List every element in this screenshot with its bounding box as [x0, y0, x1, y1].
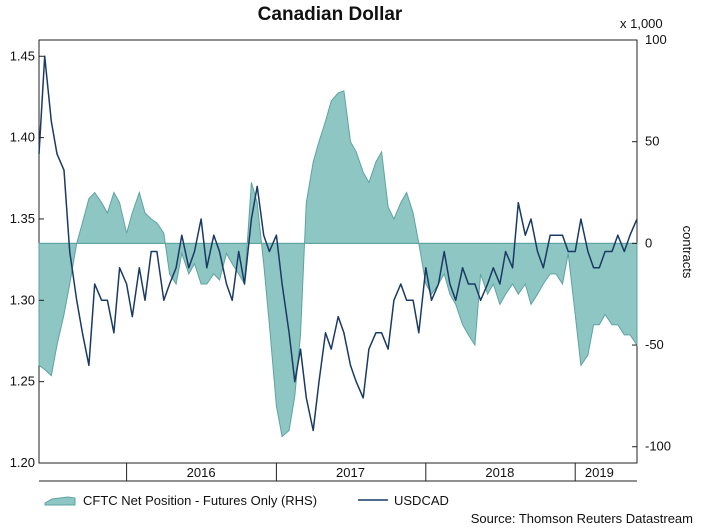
line-layer [38, 55, 638, 432]
x-tick-label: 2018 [485, 465, 514, 480]
x-tick-label: 2016 [187, 465, 216, 480]
source-note: Source: Thomson Reuters Datastream [470, 511, 693, 526]
left-tick-label: 1.25 [10, 374, 35, 389]
left-tick-label: 1.40 [10, 130, 35, 145]
legend-area-swatch [44, 496, 76, 506]
chart-title: Canadian Dollar [257, 4, 403, 25]
right-tick-label: 50 [645, 134, 659, 149]
series-usdcad-line [38, 55, 638, 432]
series-cftc-area [38, 90, 638, 438]
right-tick-label: 100 [645, 32, 667, 47]
left-tick-label: 1.20 [10, 455, 35, 470]
axis-layer: 1.20 1.25 1.30 1.35 1.40 1.45 -100 -50 0 50 100 201… [10, 32, 671, 482]
right-tick-label: 0 [645, 235, 652, 250]
right-axis-label: contracts [680, 226, 695, 279]
left-tick-label: 1.30 [10, 292, 35, 307]
x-tick-label: 2019 [585, 465, 614, 480]
legend-label-usdcad: USDCAD [394, 493, 449, 508]
right-tick-label: -50 [645, 337, 664, 352]
right-axis-units: x 1,000 [620, 16, 663, 31]
legend-label-cftc: CFTC Net Position - Futures Only (RHS) [83, 493, 317, 508]
left-tick-label: 1.45 [10, 48, 35, 63]
left-tick-label: 1.35 [10, 211, 35, 226]
x-tick-label: 2017 [336, 465, 365, 480]
right-tick-label: -100 [645, 439, 671, 454]
legend: CFTC Net Position - Futures Only (RHS) U… [44, 493, 449, 508]
area-layer [38, 90, 638, 438]
